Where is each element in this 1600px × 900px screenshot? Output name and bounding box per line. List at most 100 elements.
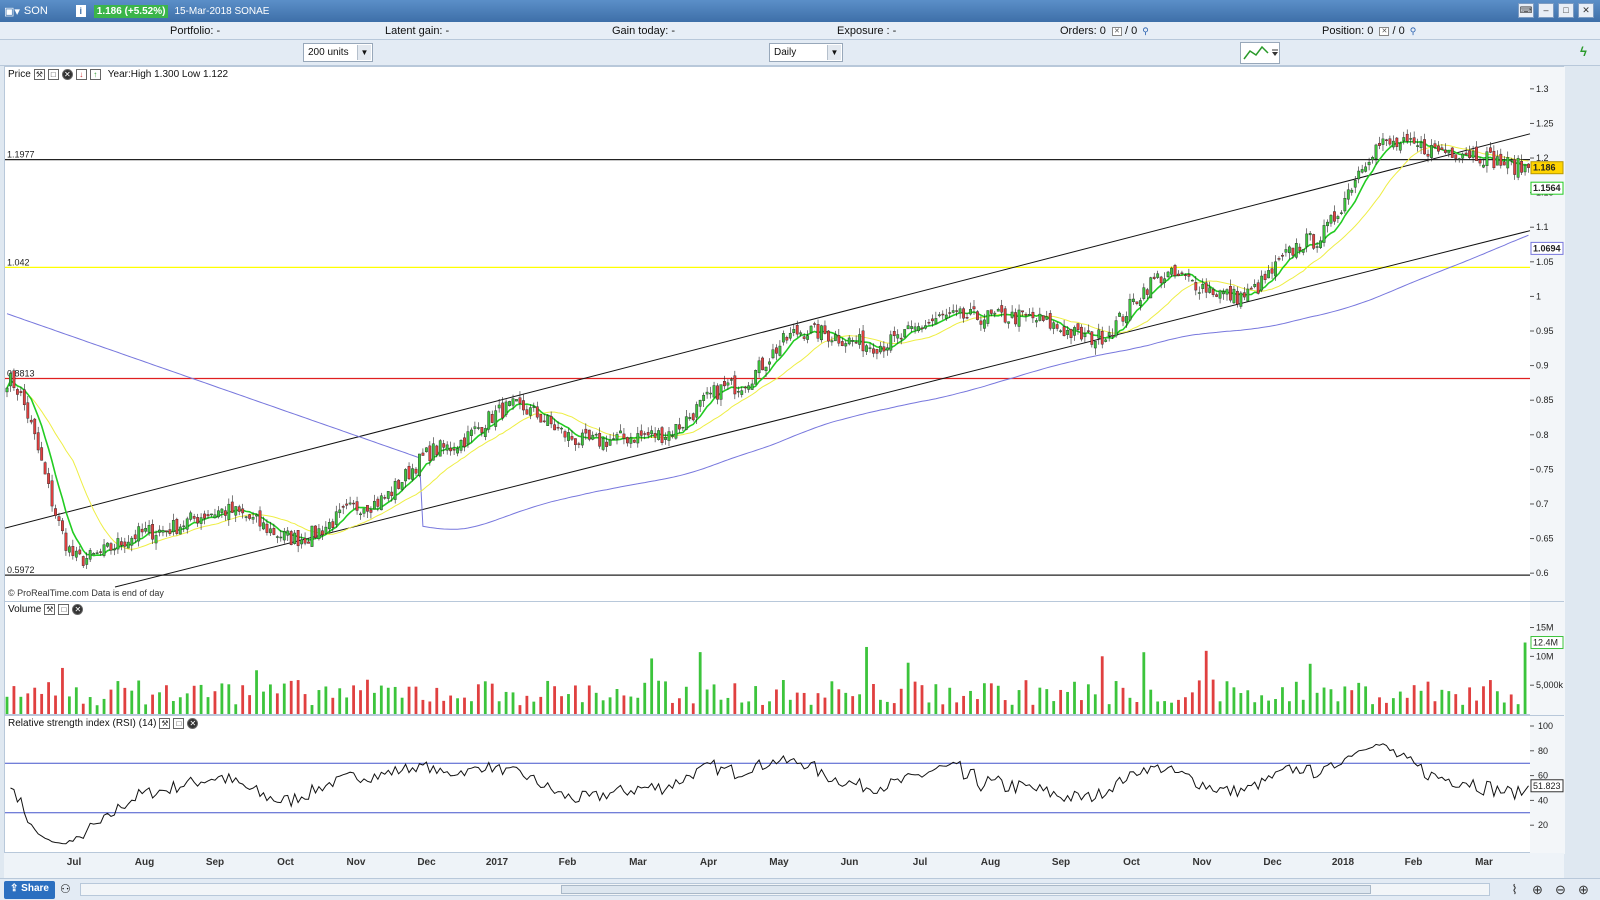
close-button[interactable]: ✕ [1578, 3, 1594, 18]
position-close-icon[interactable]: ✕ [1379, 26, 1390, 36]
candle [424, 447, 428, 453]
chart-type-selector[interactable] [1240, 42, 1280, 64]
volume-bar [379, 685, 383, 714]
candle [57, 516, 61, 521]
candle [1055, 324, 1059, 329]
volume-bar [941, 704, 945, 714]
keyboard-icon[interactable]: ⌨ [1518, 3, 1534, 18]
candle [1405, 133, 1409, 142]
candle [265, 523, 269, 533]
volume-bar [54, 695, 57, 714]
candle [899, 337, 903, 340]
indicator-add-icon[interactable]: ϟ [1580, 44, 1587, 59]
volume-bar [1509, 694, 1513, 714]
candle [407, 465, 411, 480]
candle [1364, 166, 1368, 172]
candle [979, 320, 983, 325]
info-icon[interactable]: i [75, 5, 86, 17]
wrench-icon[interactable]: ⚒ [44, 604, 56, 615]
maximize-button[interactable]: □ [1558, 3, 1574, 18]
volume-bar [1246, 690, 1250, 714]
candle [1222, 291, 1225, 295]
share-button[interactable]: ⇪ Share [4, 881, 55, 899]
volume-panel[interactable]: Volume ⚒ □ ✕ 15M 10M 5,000k 12.4M [4, 601, 1565, 716]
volume-bar [317, 690, 321, 714]
orders-cancel-icon[interactable]: ✕ [1111, 26, 1122, 36]
candle [220, 508, 224, 513]
candle [806, 335, 810, 340]
horizontal-scrollbar[interactable] [80, 883, 1490, 896]
zoom-fit-icon[interactable]: ⊕ [1532, 882, 1543, 897]
candle [1076, 323, 1080, 331]
position-search-icon[interactable]: ⚲ [1409, 25, 1417, 36]
units-select[interactable]: 200 units ▼ [303, 43, 373, 62]
volume-bar [1253, 702, 1257, 714]
candle [1353, 180, 1357, 188]
volume-bar [1287, 701, 1291, 714]
maximize-panel-icon[interactable]: □ [58, 604, 70, 615]
candle [747, 385, 751, 390]
candle [743, 386, 747, 389]
candle [681, 426, 685, 429]
candle [854, 341, 858, 344]
volume-bar [816, 693, 820, 714]
move-down-icon[interactable]: ↓ [75, 69, 87, 80]
candle [1086, 330, 1090, 332]
candle [327, 522, 331, 530]
ticker-selector[interactable]: ▣▾ SON [0, 0, 48, 22]
price-chart[interactable]: 1.31.251.21.151.11.0510.950.90.850.80.75… [5, 67, 1565, 602]
rsi-panel[interactable]: Relative strength index (RSI) (14) ⚒ □ ✕… [4, 715, 1565, 854]
move-up-icon[interactable]: ↑ [89, 69, 101, 80]
rsi-title: Relative strength index (RSI) (14) [8, 718, 157, 729]
volume-chart[interactable]: 15M 10M 5,000k 12.4M [5, 602, 1565, 716]
candle [275, 536, 279, 538]
wrench-icon[interactable]: ⚒ [33, 69, 45, 80]
rsi-chart[interactable]: 100 80 60 40 20 51.823 [5, 716, 1565, 854]
close-panel-icon[interactable]: ✕ [187, 718, 199, 729]
scrollbar-thumb[interactable] [561, 885, 1371, 894]
zoom-in-icon[interactable]: ⊕ [1578, 882, 1589, 897]
zoom-out-icon[interactable]: ⊖ [1555, 882, 1566, 897]
volume-bar [33, 687, 37, 714]
indicator-icon[interactable]: ⌇ [1511, 882, 1518, 897]
volume-bar [587, 685, 591, 714]
group-icon[interactable]: ⚇ [60, 882, 71, 896]
candle [334, 511, 338, 525]
candle [431, 443, 435, 461]
candle [1100, 331, 1104, 345]
candle [996, 309, 1000, 312]
orders-label: Orders: 0 [1060, 25, 1106, 37]
wrench-icon[interactable]: ⚒ [159, 718, 171, 729]
candle [331, 521, 335, 528]
candle [594, 433, 598, 436]
maximize-panel-icon[interactable]: □ [47, 69, 59, 80]
candle [1118, 312, 1121, 317]
candle [1395, 137, 1399, 147]
volume-bar [144, 704, 148, 714]
volume-bar [788, 699, 792, 714]
volume-bar [324, 686, 328, 714]
chart-type-icon [1243, 45, 1278, 60]
candle [629, 437, 633, 444]
candle [920, 327, 924, 330]
last-volume-tag [1530, 636, 1564, 650]
volume-bar [227, 684, 231, 714]
close-panel-icon[interactable]: ✕ [61, 69, 73, 80]
volume-bar [1433, 701, 1437, 714]
candle [823, 325, 827, 334]
candle [19, 391, 23, 393]
orders-search-icon[interactable]: ⚲ [1142, 25, 1149, 36]
volume-bar [1274, 699, 1277, 714]
candle [203, 513, 206, 519]
volume-bar [962, 695, 965, 714]
volume-bar [1301, 699, 1305, 714]
close-panel-icon[interactable]: ✕ [72, 604, 84, 615]
copyright-notice: © ProRealTime.com Data is end of day [8, 588, 164, 598]
minimize-button[interactable]: – [1538, 3, 1554, 18]
candle [352, 502, 355, 505]
price-panel[interactable]: Price ⚒ □ ✕ ↓ ↑ Year:High 1.300 Low 1.12… [4, 66, 1565, 602]
candle [636, 433, 640, 444]
y-tick-label: 0.95 [1536, 326, 1554, 336]
period-select[interactable]: Daily ▼ [769, 43, 843, 62]
maximize-panel-icon[interactable]: □ [173, 718, 185, 729]
